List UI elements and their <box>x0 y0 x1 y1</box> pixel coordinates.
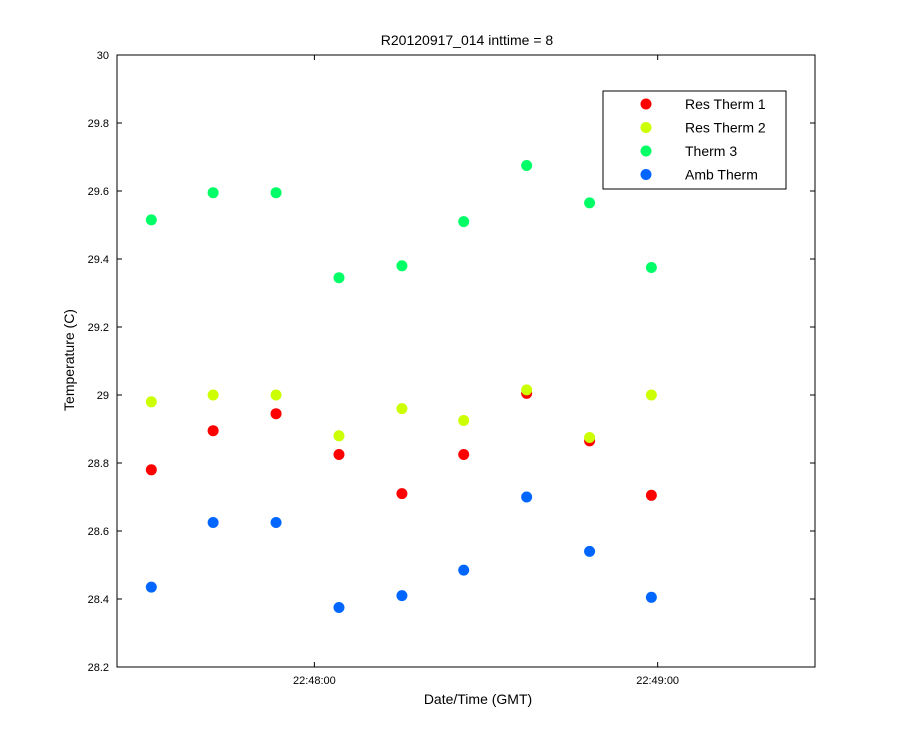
data-point <box>458 415 470 426</box>
y-tick-label: 28.4 <box>88 594 109 606</box>
data-point <box>645 591 657 603</box>
data-point <box>645 489 657 501</box>
data-point <box>207 517 219 528</box>
data-point <box>645 262 657 273</box>
data-point <box>396 260 408 272</box>
data-point <box>270 408 282 420</box>
y-axis-title: Temperature (C) <box>61 309 77 411</box>
data-point <box>521 384 533 396</box>
data-point <box>396 590 408 602</box>
series-therm-3 <box>145 160 657 284</box>
chart-title: R20120917_014 inttime = 8 <box>381 32 554 48</box>
legend: Res Therm 1 Res Therm 2 Therm 3 Amb Therm <box>602 90 787 190</box>
x-axis: 22:48:00 22:49:00 <box>293 55 679 687</box>
legend-label: Res Therm 1 <box>685 96 766 112</box>
data-point <box>145 396 157 408</box>
data-point <box>270 517 282 528</box>
y-tick-label: 29.4 <box>88 254 109 266</box>
data-point <box>145 581 157 593</box>
data-point <box>458 564 470 576</box>
x-tick-label: 22:48:00 <box>293 675 336 687</box>
legend-marker <box>640 122 652 133</box>
data-point <box>333 272 345 284</box>
legend-marker <box>640 145 652 157</box>
data-point <box>584 432 596 443</box>
x-tick-label: 22:49:00 <box>636 675 679 687</box>
y-tick-label: 29 <box>97 390 109 402</box>
data-point <box>396 488 408 500</box>
data-point <box>207 425 219 437</box>
y-tick-label: 28.8 <box>88 458 109 470</box>
series-amb-therm <box>145 491 657 613</box>
data-point <box>333 449 345 460</box>
data-point <box>396 403 408 415</box>
legend-label: Res Therm 2 <box>685 120 766 136</box>
data-point <box>145 214 157 226</box>
y-tick-label: 30 <box>97 50 109 62</box>
data-point <box>145 464 157 476</box>
y-tick-label: 29.2 <box>88 322 109 334</box>
data-point <box>333 602 345 613</box>
y-tick-label: 29.6 <box>88 186 109 198</box>
data-point <box>333 430 345 442</box>
data-points <box>145 160 657 613</box>
data-point <box>584 545 596 557</box>
data-point <box>458 216 470 228</box>
y-tick-label: 28.6 <box>88 526 109 538</box>
y-axis: 28.2 28.4 28.6 28.8 29 29.2 29.4 29.6 29.8 30 <box>88 50 815 674</box>
data-point <box>645 389 657 401</box>
data-point <box>207 187 219 199</box>
legend-marker <box>640 169 652 180</box>
y-tick-label: 29.8 <box>88 118 109 130</box>
data-point <box>270 187 282 199</box>
data-point <box>458 449 470 460</box>
data-point <box>270 389 282 401</box>
legend-label: Therm 3 <box>685 143 737 159</box>
data-point <box>207 389 219 401</box>
data-point <box>584 197 596 209</box>
legend-marker <box>640 98 652 110</box>
data-point <box>521 491 533 503</box>
x-axis-title: Date/Time (GMT) <box>424 691 532 707</box>
data-point <box>521 160 533 171</box>
y-tick-label: 28.2 <box>88 662 109 674</box>
legend-label: Amb Therm <box>685 167 758 183</box>
series-res-therm-2 <box>145 384 657 443</box>
legend-box <box>602 90 787 190</box>
